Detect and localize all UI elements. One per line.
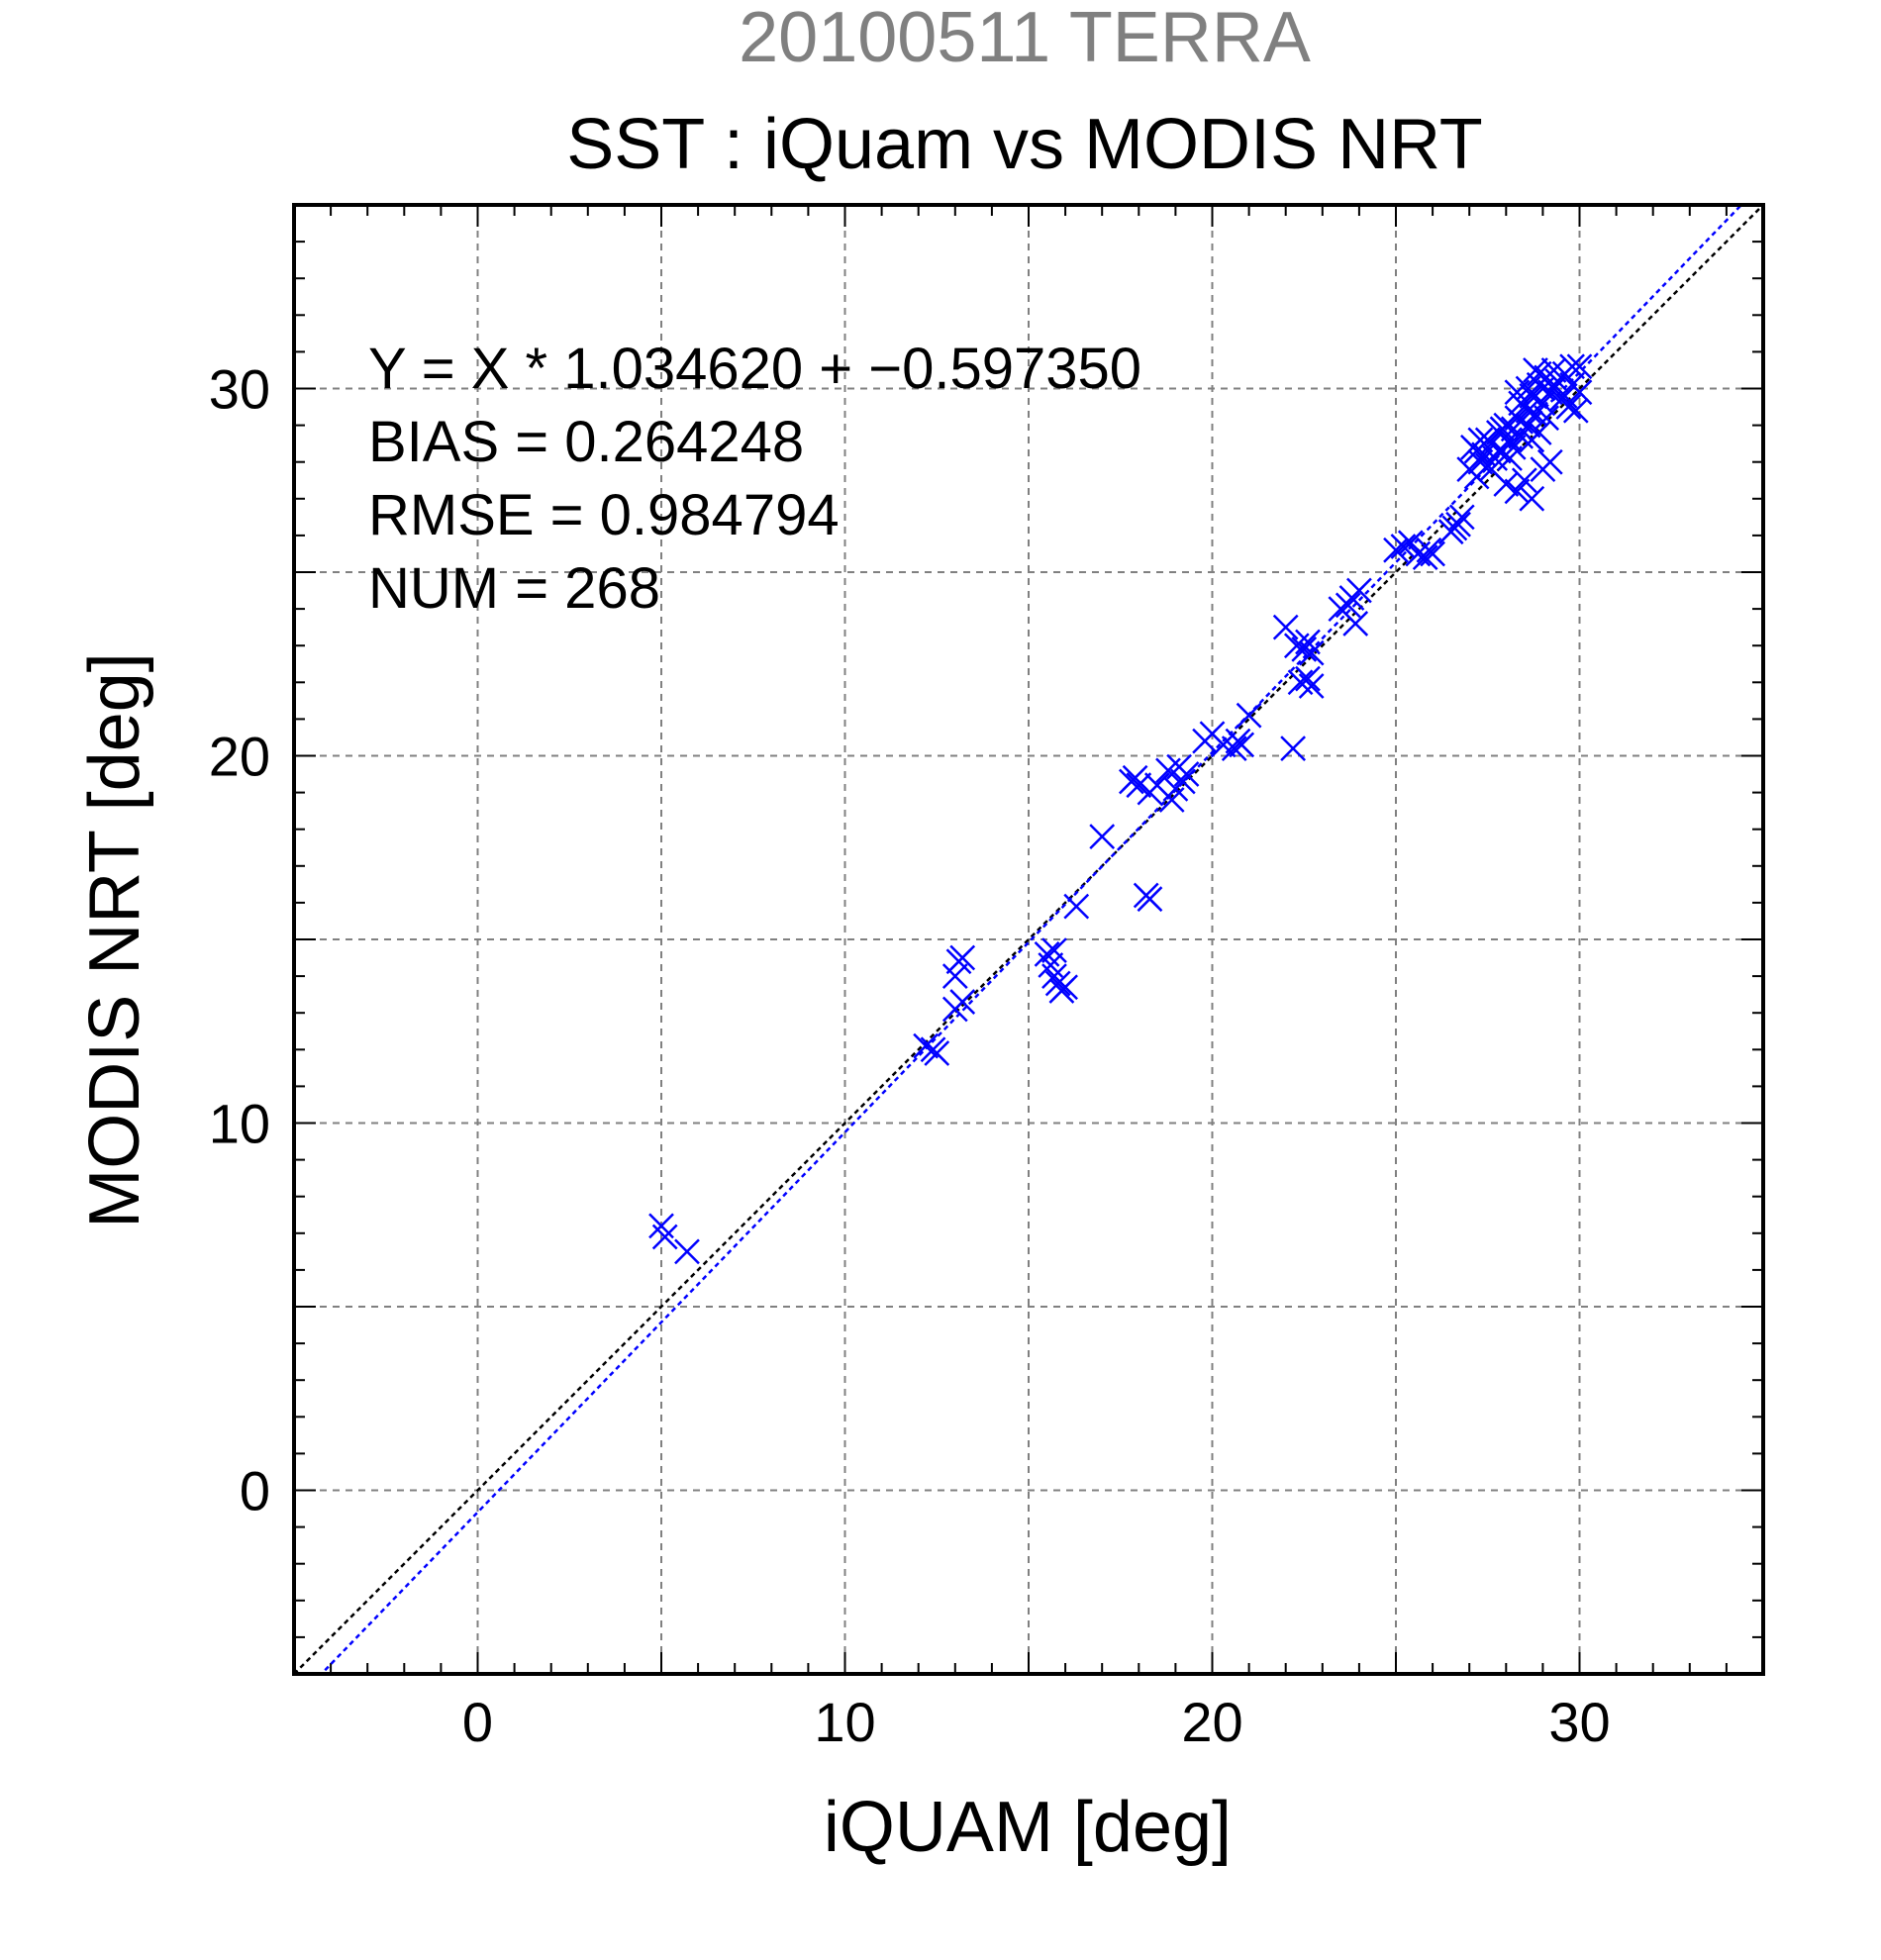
data-point <box>1044 970 1071 997</box>
x-tick-label: 10 <box>814 1691 875 1753</box>
data-point <box>941 963 968 989</box>
data-point <box>1523 357 1548 383</box>
data-point <box>1390 534 1417 559</box>
data-point <box>1463 438 1490 464</box>
data-point <box>1158 787 1185 813</box>
data-point <box>1089 824 1116 850</box>
data-point <box>1551 383 1578 409</box>
chart-title: SST : iQuam vs MODIS NRT <box>566 105 1483 184</box>
data-point <box>924 1040 950 1066</box>
x-axis-label: iQUAM [deg] <box>824 1788 1232 1867</box>
data-points <box>648 353 1593 1265</box>
data-point <box>1383 537 1409 563</box>
annotation-bias: BIAS = 0.264248 <box>368 410 804 474</box>
data-point <box>1169 768 1196 795</box>
data-point <box>949 989 976 1015</box>
x-tick-label: 20 <box>1181 1691 1242 1753</box>
x-tick-label: 30 <box>1548 1691 1610 1753</box>
data-point <box>1298 673 1325 699</box>
stats-annotation: Y = X * 1.034620 + −0.597350 BIAS = 0.26… <box>368 337 1141 621</box>
data-point <box>1448 504 1475 531</box>
data-point <box>1497 445 1523 471</box>
data-point <box>1298 639 1325 666</box>
data-point <box>1566 353 1593 380</box>
data-point <box>1511 467 1537 494</box>
annotation-num: NUM = 268 <box>368 556 660 621</box>
data-point <box>1342 611 1369 637</box>
data-point <box>1041 937 1067 964</box>
data-point <box>1346 577 1372 604</box>
data-point <box>1272 614 1299 640</box>
y-tick-label: 20 <box>209 726 270 788</box>
grid-lines <box>294 205 1763 1674</box>
data-point <box>1441 515 1468 541</box>
plot-frame <box>292 203 1765 1676</box>
data-point <box>1566 379 1593 406</box>
data-point <box>1416 537 1442 563</box>
data-point <box>674 1238 700 1265</box>
regression-line <box>319 205 1743 1674</box>
data-point <box>1236 702 1262 729</box>
data-point <box>1562 397 1589 424</box>
data-point <box>1530 375 1556 402</box>
data-point <box>1291 637 1318 662</box>
data-point <box>1335 592 1361 619</box>
x-tick-label: 0 <box>462 1691 493 1753</box>
data-point <box>1504 379 1531 406</box>
data-point <box>1166 753 1192 780</box>
data-point <box>1063 893 1090 920</box>
data-point <box>1526 420 1552 445</box>
y-axis-label: MODIS NRT [deg] <box>75 652 154 1228</box>
data-point <box>1559 353 1585 380</box>
data-point <box>1126 772 1152 799</box>
data-point <box>913 1032 940 1059</box>
data-point <box>1052 974 1078 1001</box>
data-point <box>1280 735 1307 761</box>
data-point <box>1229 732 1255 758</box>
data-point <box>1412 544 1438 571</box>
data-point <box>1534 405 1559 432</box>
data-point <box>1295 665 1321 692</box>
data-point <box>651 1224 678 1250</box>
data-point <box>1221 735 1247 761</box>
data-point <box>1137 886 1163 913</box>
data-point <box>1515 397 1541 424</box>
annotation-rmse: RMSE = 0.984794 <box>368 483 840 547</box>
data-point <box>1489 416 1516 442</box>
y-tick-label: 10 <box>209 1093 270 1155</box>
y-tick-label: 0 <box>240 1460 270 1522</box>
data-point <box>1536 448 1563 475</box>
chart-suptitle: 20100511 TERRA <box>739 0 1311 77</box>
y-tick-label: 30 <box>209 358 270 421</box>
data-point <box>949 944 976 971</box>
data-point <box>1508 409 1534 435</box>
tick-labels: 0 10 20 30 0 10 20 30 <box>209 358 1611 1754</box>
annotation-fit-equation: Y = X * 1.034620 + −0.597350 <box>368 337 1141 401</box>
data-point <box>1519 485 1545 512</box>
data-point <box>1504 478 1531 505</box>
